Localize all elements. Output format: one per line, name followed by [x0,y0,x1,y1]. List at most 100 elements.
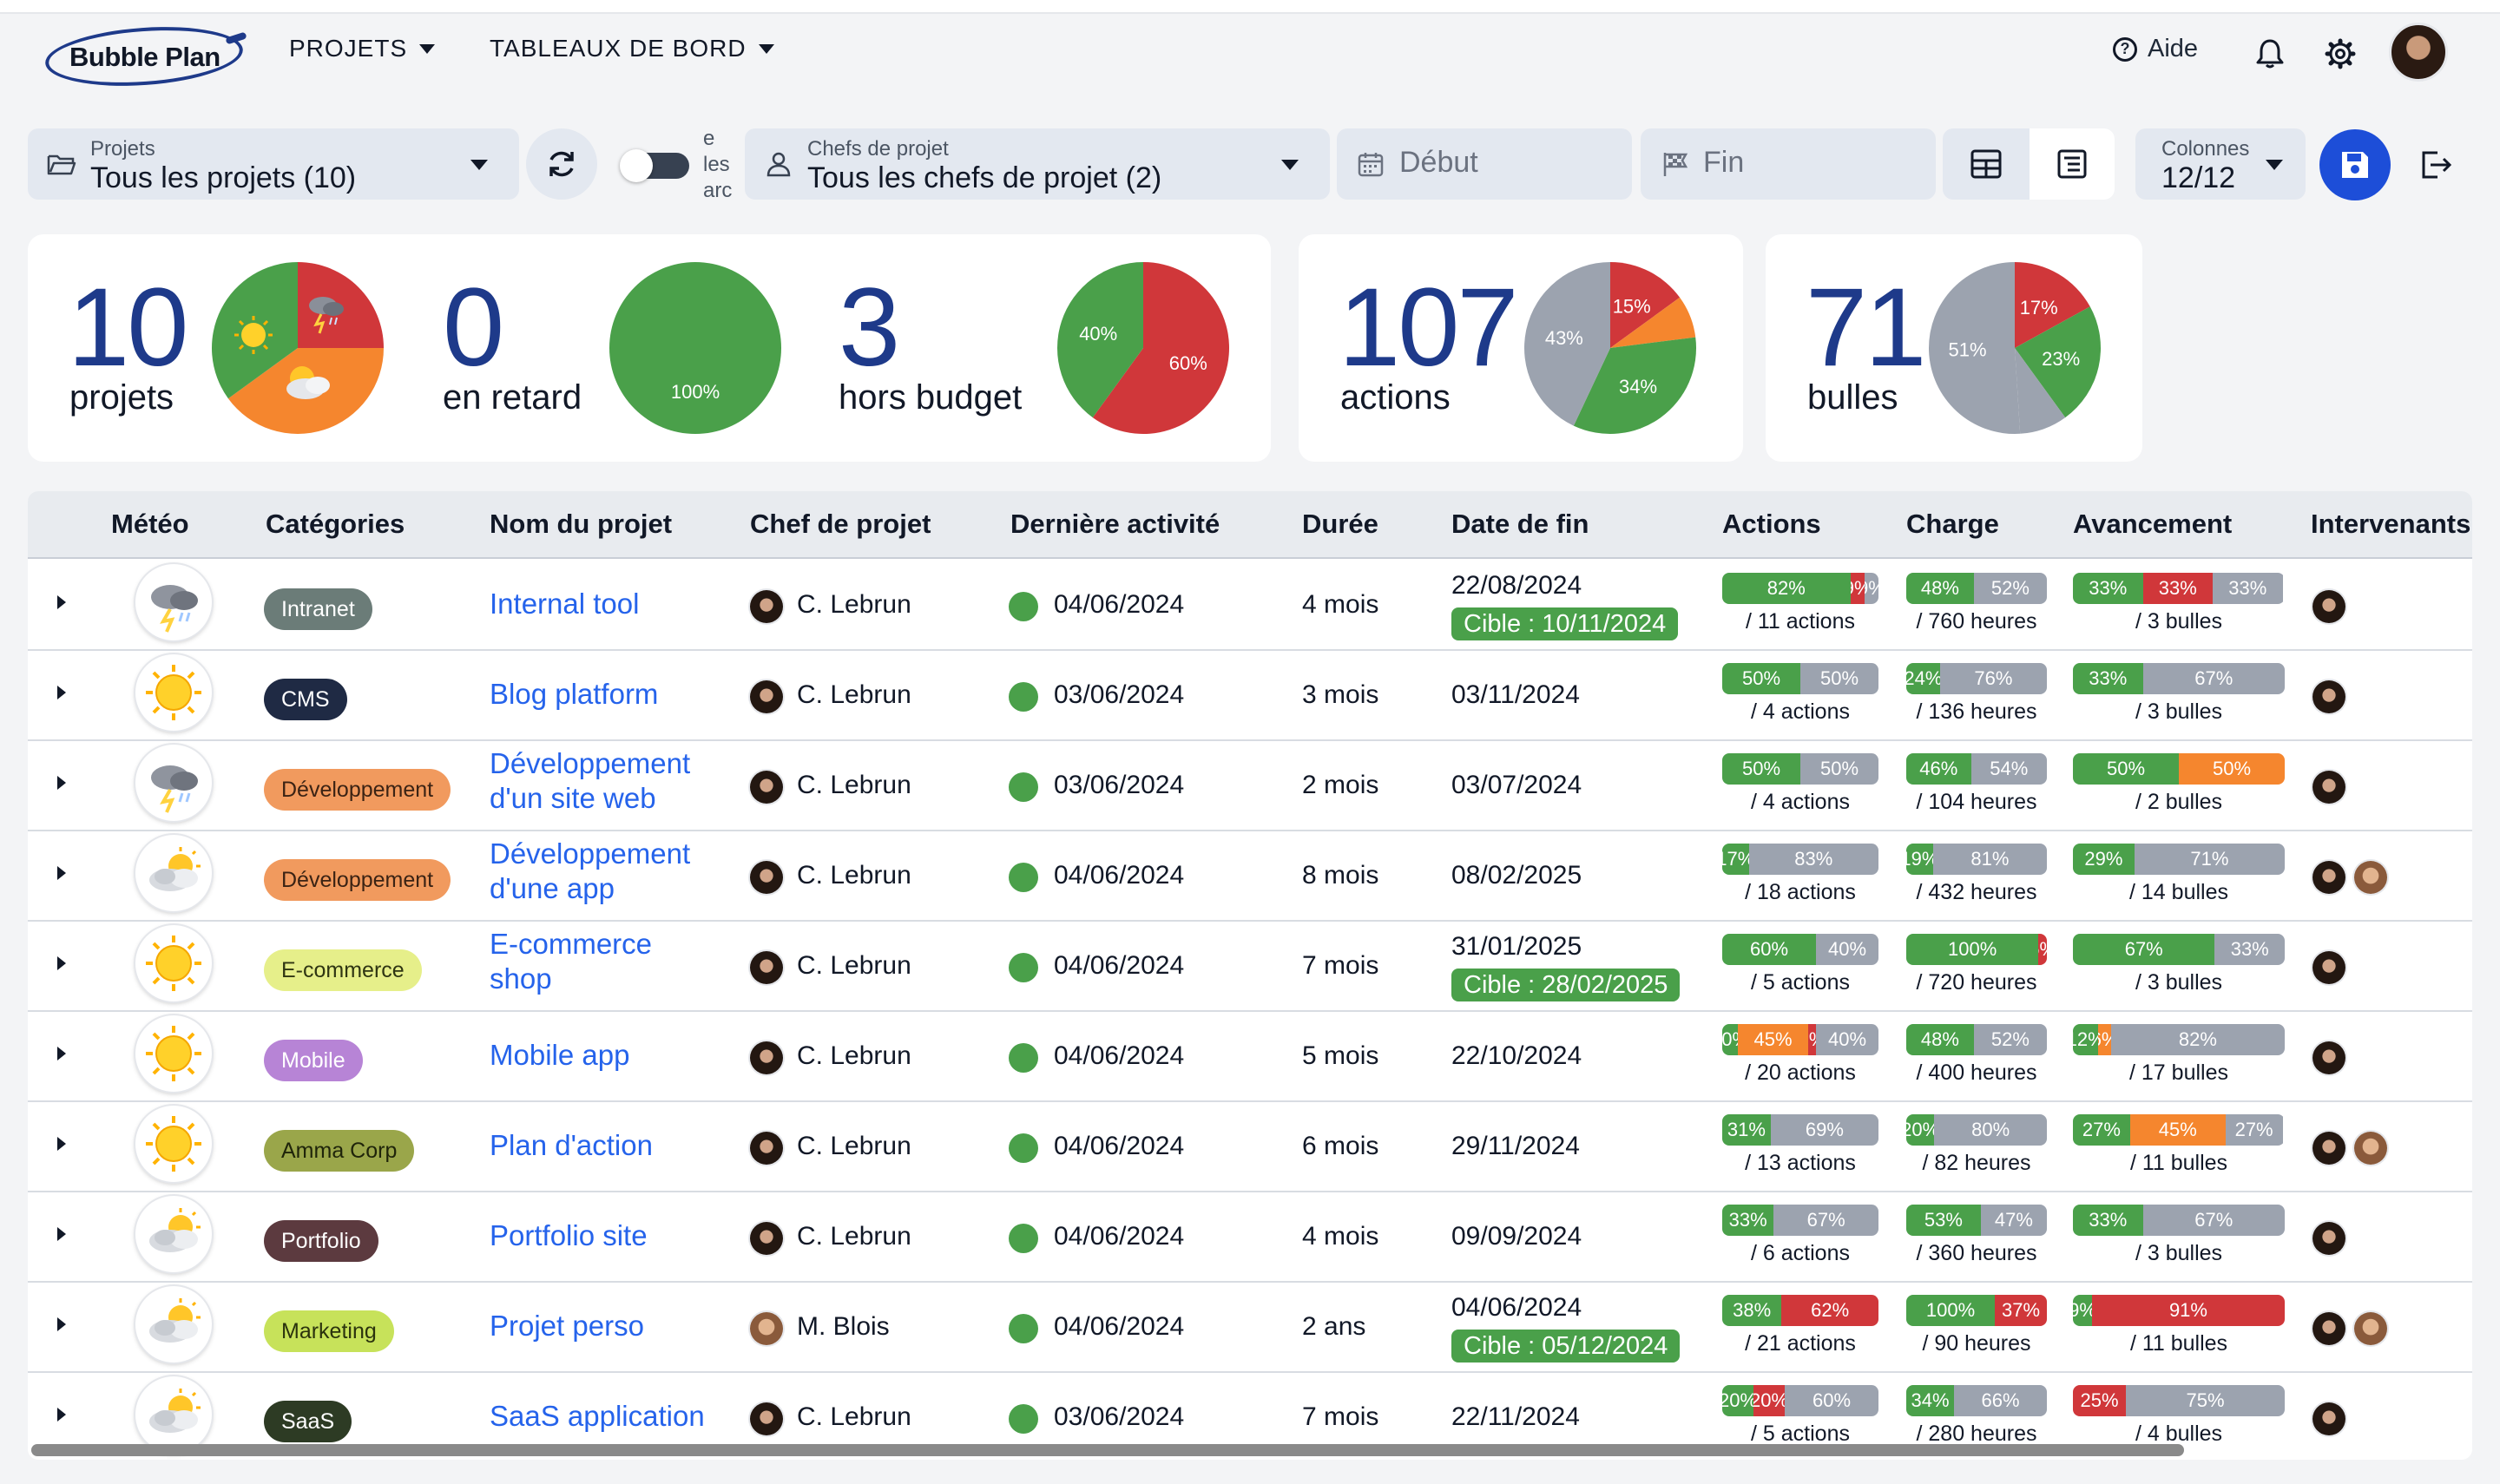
table-row[interactable]: Portfolio Portfolio site C. Lebrun 04/06/20… [28,1191,2472,1283]
gear-icon[interactable] [2325,38,2356,69]
col-header-contributors[interactable]: Intervenants [2311,509,2471,539]
horizontal-scrollbar[interactable] [31,1444,2184,1456]
table-row[interactable]: CMS Blog platform C. Lebrun 03/06/2024 3 moi… [28,649,2472,741]
col-header-project-manager[interactable]: Chef de projet [750,509,931,539]
workload-segment: 66% [1954,1385,2047,1416]
menu-projets-label: PROJETS [289,35,408,62]
avatar-c-lebrun [2312,861,2345,894]
expand-row-icon[interactable] [57,1317,66,1331]
table-row[interactable]: Amma Corp Plan d'action C. Lebrun 04/06/202… [28,1100,2472,1192]
workload-total: / 90 heures [1922,1331,2031,1356]
columns-select[interactable]: Colonnes 12/12 [2135,128,2306,200]
project-name-link[interactable]: E-commerce shop [490,927,652,996]
table-row[interactable]: Développement Développement d'une app C. Le… [28,830,2472,922]
col-header-project-name[interactable]: Nom du projet [490,509,673,539]
refresh-button[interactable] [526,128,597,200]
export-icon[interactable] [2420,149,2453,181]
avatar-c-lebrun [2312,1312,2345,1345]
target-date-badge: Cible : 28/02/2025 [1451,969,1681,1001]
category-badge[interactable]: Développement [264,769,451,811]
expand-row-icon[interactable] [57,686,66,699]
col-header-meteo[interactable]: Météo [111,509,189,539]
col-header-workload[interactable]: Charge [1906,509,1999,539]
workload-segment: 37% [1995,1295,2047,1326]
table-view-icon[interactable] [1970,149,2002,179]
menu-tableaux-de-bord[interactable]: TABLEAUX DE BORD [490,35,774,62]
col-header-end-date[interactable]: Date de fin [1451,509,1589,539]
project-manager-name: C. Lebrun [797,771,911,799]
project-name-link[interactable]: Portfolio site [490,1218,648,1253]
col-header-last-activity[interactable]: Dernière activité [1010,509,1220,539]
avatar-c-lebrun [750,590,783,623]
late-pie-chart: 100% [609,262,781,434]
activity-status-dot [1009,1043,1038,1073]
expand-row-icon[interactable] [57,866,66,880]
actions-total: / 5 actions [1751,970,1850,995]
menu-projets[interactable]: PROJETS [289,35,436,62]
start-date-field[interactable]: Début [1337,128,1632,200]
workload-segment: 54% [1970,753,2047,785]
project-name-link[interactable]: Plan d'action [490,1128,653,1163]
view-switch [1943,128,2115,200]
col-header-progress[interactable]: Avancement [2073,509,2233,539]
expand-row-icon[interactable] [57,1047,66,1060]
end-date-field[interactable]: Fin [1641,128,1936,200]
progress-segment: 82% [2110,1024,2285,1055]
bell-icon[interactable] [2255,38,2285,69]
expand-row-icon[interactable] [57,1408,66,1422]
project-name-link[interactable]: Développement d'une app [490,837,690,906]
project-name-link[interactable]: SaaS application [490,1399,705,1434]
progress-segment: 67% [2142,663,2285,694]
duration-value: 8 mois [1302,861,1379,890]
project-name-link[interactable]: Mobile app [490,1038,629,1073]
projects-filter-select[interactable]: Projets Tous les projets (10) [28,128,519,200]
table-row[interactable]: E-commerce E-commerce shop C. Lebrun 04/06/2… [28,920,2472,1012]
category-badge[interactable]: Intranet [264,588,372,630]
project-name-link[interactable]: Développement d'un site web [490,746,690,816]
category-badge[interactable]: CMS [264,679,347,720]
user-avatar[interactable] [2389,23,2448,82]
col-header-duration[interactable]: Durée [1302,509,1378,539]
col-header-categories[interactable]: Catégories [266,509,405,539]
table-row[interactable]: Mobile Mobile app C. Lebrun 04/06/2024 5 moi… [28,1010,2472,1102]
kpi-over-budget-value: 3 [839,266,900,390]
workload-segment: 34% [1906,1385,1955,1416]
col-header-actions[interactable]: Actions [1722,509,1821,539]
cloud-sun-icon [286,366,330,399]
last-activity-date: 04/06/2024 [1054,951,1185,980]
project-managers-select[interactable]: Chefs de projet Tous les chefs de projet… [745,128,1330,200]
expand-row-icon[interactable] [57,776,66,790]
category-badge[interactable]: SaaS [264,1401,352,1442]
chevron-down-icon [758,43,774,54]
list-view-icon[interactable] [2057,149,2087,179]
table-row[interactable]: SaaS SaaS application C. Lebrun 03/06/2024 7… [28,1371,2472,1460]
table-row[interactable]: Intranet Internal tool C. Lebrun 04/06/2024… [28,559,2472,651]
save-button[interactable] [2319,129,2391,200]
project-name-link[interactable]: Projet perso [490,1309,644,1343]
category-badge[interactable]: Portfolio [264,1220,378,1262]
project-name-link[interactable]: Internal tool [490,587,639,621]
archive-toggle[interactable] [620,149,689,182]
expand-row-icon[interactable] [57,595,66,609]
workload-total: / 360 heures [1916,1241,2037,1265]
category-badge[interactable]: Marketing [264,1310,394,1352]
avatar-c-lebrun [2312,951,2345,984]
table-row[interactable]: Développement Développement d'un site web C… [28,739,2472,831]
activity-status-dot [1009,592,1038,621]
project-name-link[interactable]: Blog platform [490,677,658,712]
avatar-c-lebrun [2312,1402,2345,1435]
expand-row-icon[interactable] [57,956,66,970]
expand-row-icon[interactable] [57,1137,66,1151]
bubble-plan-logo[interactable]: Bubble Plan [43,21,252,92]
category-badge[interactable]: Amma Corp [264,1130,415,1172]
help-button[interactable]: ? Aide [2113,35,2198,63]
category-badge[interactable]: Développement [264,859,451,901]
expand-row-icon[interactable] [57,1227,66,1241]
progress-bar: 33% 67% [2073,1205,2285,1236]
weather-sun-icon [135,925,212,1001]
category-badge[interactable]: E-commerce [264,949,422,991]
actions-segment: 62% [1781,1295,1878,1326]
storm-icon [309,297,344,334]
table-row[interactable]: Marketing Projet perso M. Blois 04/06/2024 2… [28,1281,2472,1373]
category-badge[interactable]: Mobile [264,1040,363,1081]
